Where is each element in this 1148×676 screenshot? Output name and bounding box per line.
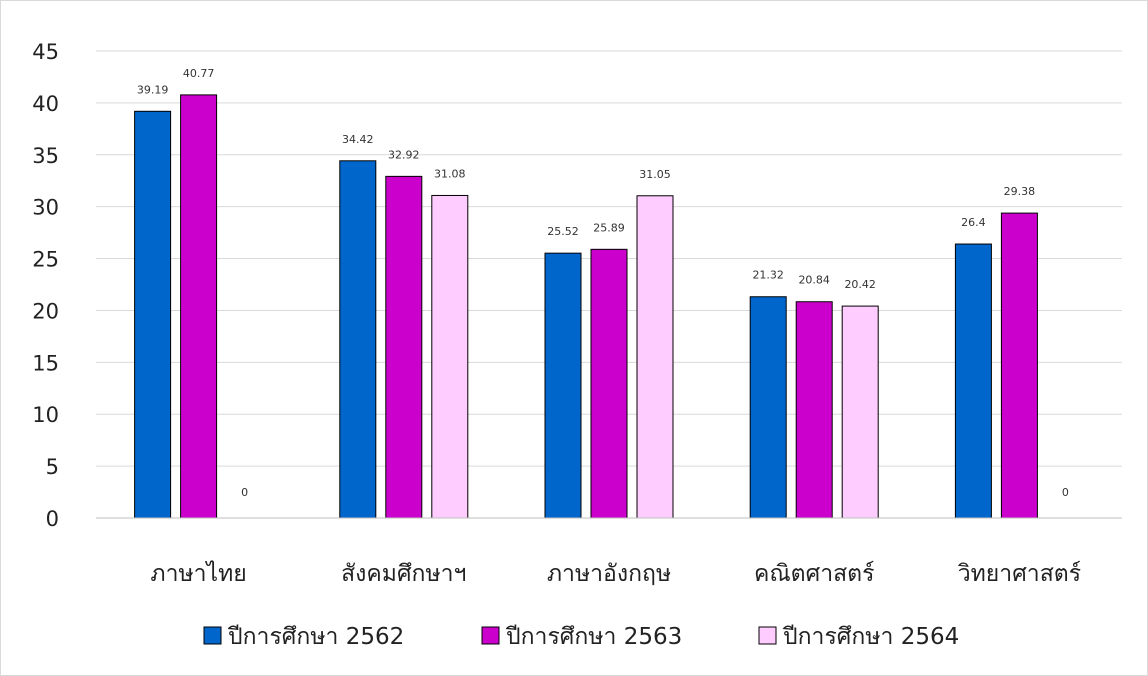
bar-1-0 xyxy=(339,160,377,519)
data-label: 40.77 xyxy=(183,67,215,80)
data-label: 31.05 xyxy=(639,168,671,181)
data-label: 0 xyxy=(1062,486,1069,499)
bar-1-2 xyxy=(431,194,469,519)
bar-1-1 xyxy=(385,175,423,519)
x-tick-label: ภาษาอังกฤษ xyxy=(547,561,671,587)
legend-swatch-0 xyxy=(203,626,222,645)
y-tick-label: 10 xyxy=(32,403,59,427)
bar-0-1 xyxy=(180,94,218,519)
y-tick-label: 0 xyxy=(46,507,59,531)
bar-4-1 xyxy=(1000,212,1038,519)
bar-2-0 xyxy=(544,252,582,519)
data-label: 25.89 xyxy=(593,221,625,234)
data-label: 34.42 xyxy=(342,133,374,146)
legend-label: ปีการศึกษา 2563 xyxy=(505,624,682,650)
data-label: 20.84 xyxy=(798,274,830,287)
x-tick-label: วิทยาศาสตร์ xyxy=(958,560,1081,587)
bar-3-1 xyxy=(795,301,833,519)
data-label: 39.19 xyxy=(137,83,169,96)
x-tick-label: ภาษาไทย xyxy=(150,560,246,587)
data-label: 31.08 xyxy=(434,167,466,180)
y-tick-label: 35 xyxy=(32,144,59,168)
data-label: 21.32 xyxy=(752,269,784,282)
bar-2-1 xyxy=(590,248,628,519)
data-labels: 39.19 40.77 0 34.42 32.92 31.08 25.52 25.89 31.0… xyxy=(137,67,1069,499)
data-label: 25.52 xyxy=(547,225,579,238)
bars xyxy=(134,94,1038,519)
legend: ปีการศึกษา 2562 ปีการศึกษา 2563 ปีการศึกษา… xyxy=(203,624,959,650)
legend-label: ปีการศึกษา 2562 xyxy=(227,624,404,650)
y-tick-label: 25 xyxy=(32,248,59,272)
y-tick-label: 5 xyxy=(46,455,59,479)
bar-3-2 xyxy=(841,305,879,519)
x-tick-label: สังคมศึกษาฯ xyxy=(341,561,466,587)
x-tick-label: คณิตศาสตร์ xyxy=(754,560,875,587)
y-tick-label: 40 xyxy=(32,92,59,116)
data-label: 32.92 xyxy=(388,148,420,161)
bar-2-2 xyxy=(636,195,674,519)
x-axis: ภาษาไทย สังคมศึกษาฯ ภาษาอังกฤษ คณิตศาสตร์ วิ… xyxy=(96,517,1122,587)
y-tick-label: 20 xyxy=(32,299,59,323)
data-label: 26.4 xyxy=(961,216,986,229)
data-label: 29.38 xyxy=(1004,185,1036,198)
legend-swatch-1 xyxy=(481,626,500,645)
bar-3-0 xyxy=(749,296,787,519)
y-tick-label: 30 xyxy=(32,196,59,220)
y-tick-label: 45 xyxy=(32,40,59,64)
legend-swatch-2 xyxy=(758,626,777,645)
legend-label: ปีการศึกษา 2564 xyxy=(782,624,959,650)
data-label: 0 xyxy=(241,486,248,499)
data-label: 20.42 xyxy=(844,278,876,291)
bar-0-0 xyxy=(134,110,172,519)
y-axis: 0 5 10 15 20 25 30 35 40 45 xyxy=(32,40,59,531)
y-tick-label: 15 xyxy=(32,351,59,375)
bar-4-0 xyxy=(954,243,992,519)
